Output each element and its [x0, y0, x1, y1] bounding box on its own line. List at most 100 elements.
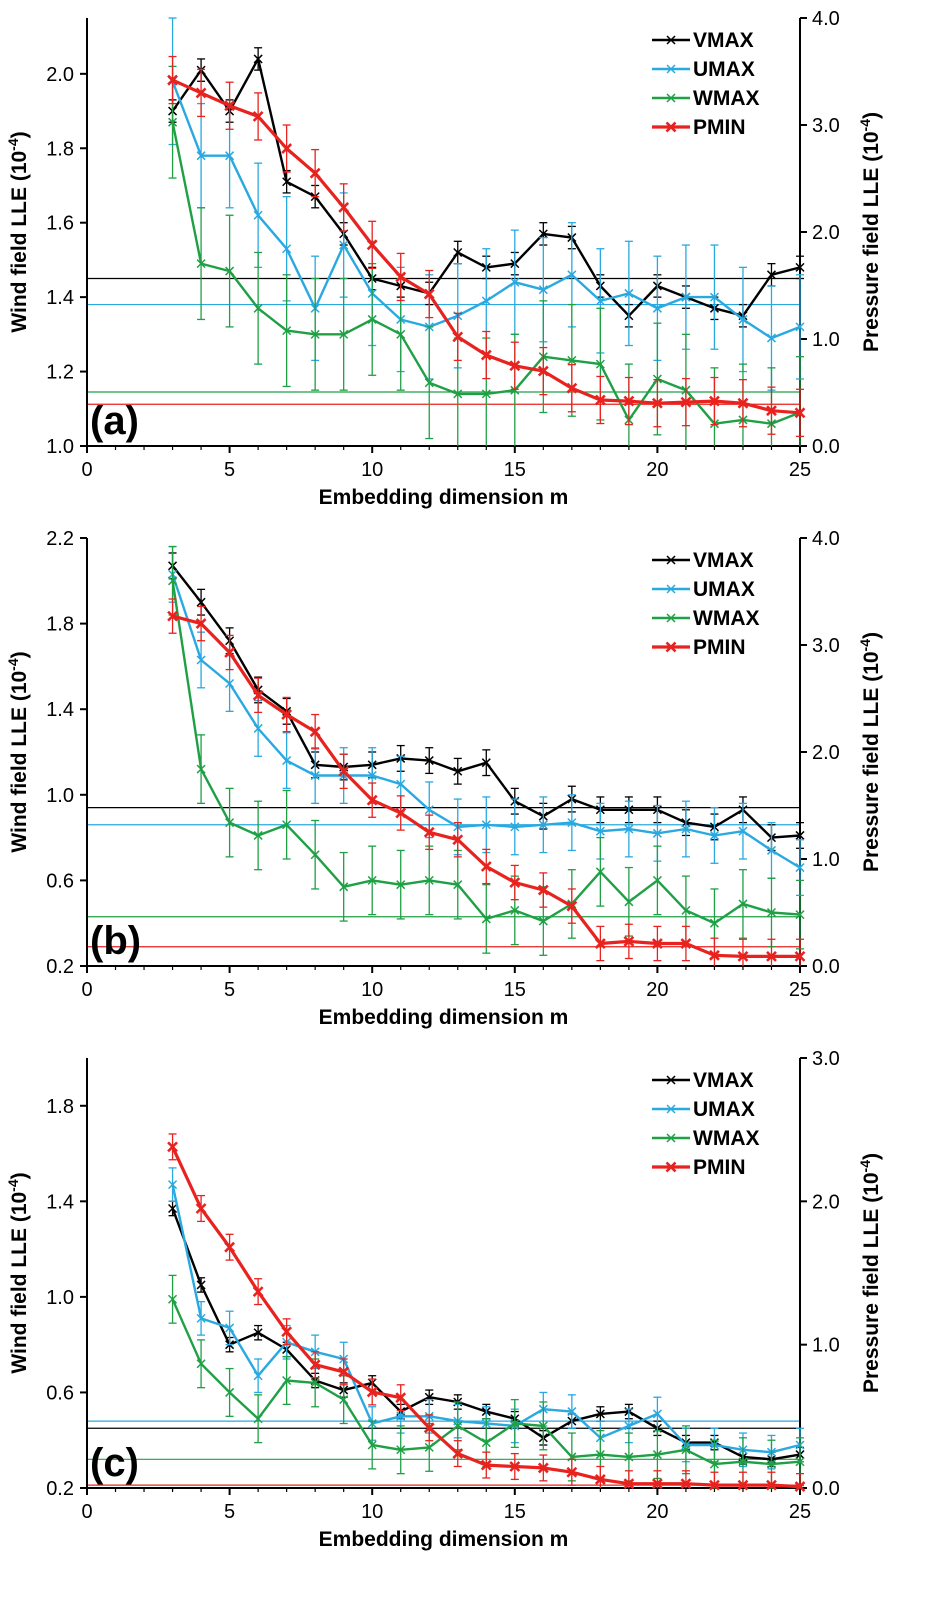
panel-3-wmax-point-25-marker-b: [795, 1457, 805, 1467]
panel-2-pmin-point-11-marker-b: [395, 807, 407, 819]
panel-2-pmin-point-4-marker-b: [195, 618, 207, 630]
panel-3-wmax-point-8-marker-b: [310, 1378, 320, 1388]
panel-3-y-left-tick-label: 1.0: [46, 1287, 74, 1309]
panel-1-y-right-title-close: ): [860, 112, 883, 119]
panel-3-wmax-point-10-marker-b: [367, 1440, 377, 1450]
panel-1-wmax-point-11-marker-b: [396, 329, 406, 339]
panel-2-wmax-point-3-marker-b: [168, 576, 178, 586]
panel-1-y-right-tick-label: 2.0: [812, 222, 840, 244]
panel-2-legend-umax-marker-b: [666, 584, 676, 594]
panel-3-wmax-point-7-marker-b: [282, 1375, 292, 1386]
panel-3-pmin-point-24-marker-b: [766, 1479, 777, 1491]
panel-2-x-axis-title: Embedding dimension m: [319, 1006, 569, 1029]
panel-2-umax-point-5-marker-b: [225, 678, 235, 689]
panel-2-y-left-tick-label: 2.2: [46, 528, 74, 550]
panel-2-pmin-point-13-marker-b: [452, 834, 464, 846]
panel-1-pmin-series: [167, 55, 806, 438]
panel-1-vmax-point-7-marker-b: [282, 177, 292, 187]
panel-2-pmin-point-22-marker-b: [709, 949, 720, 961]
panel-3-legend-pmin-marker-b: [665, 1161, 677, 1173]
panel-3-y-left-tick-label: 1.4: [46, 1191, 74, 1213]
panel-2-pmin-point-18-marker-b: [594, 938, 606, 949]
panel-2-y-left-title: Wind field LLE (10-4): [5, 651, 31, 852]
panel-2-wmax-point-15-marker-b: [510, 905, 520, 915]
panel-1-pmin-point-16-marker-b: [537, 365, 549, 377]
panel-2-umax-point-14-marker-b: [481, 820, 491, 830]
panel-1-pmin-point-17-marker-b: [566, 382, 578, 394]
panel-2-wmax-point-9-marker-b: [339, 882, 349, 892]
panel-2-legend-vmax-marker-b: [666, 555, 676, 565]
panel-3-pmin-point-4-marker-b: [195, 1203, 207, 1214]
panel-2-y-left-title-exp: -4: [5, 658, 21, 671]
panel-1-umax-point-16-marker-b: [538, 285, 548, 295]
panel-1-legend-umax-marker-b: [666, 64, 676, 74]
panel-3-pmin-point-19-marker-b: [623, 1478, 635, 1490]
panel-1-label: (a): [90, 399, 139, 443]
panel-1-legend-pmin-marker-b: [665, 121, 677, 133]
panel-3-pmin-point-6-marker-b: [252, 1286, 264, 1298]
panel-2-umax-point-22-marker-b: [709, 830, 719, 840]
panel-3-pmin-point-5-marker-b: [224, 1241, 236, 1253]
panel-2-umax-point-16-marker-b: [538, 820, 548, 830]
panel-1-pmin-point-22-marker-b: [709, 395, 720, 407]
panel-3-umax-point-4-marker-b: [196, 1313, 206, 1323]
panel-1-legend-umax-label: UMAX: [693, 58, 755, 81]
panel-2-wmax-point-18-marker-b: [595, 867, 605, 877]
panel-3-y-right-tick-label: 0.0: [812, 1478, 840, 1500]
panel-3-legend-vmax-marker-b: [666, 1075, 676, 1085]
panel-2-y-right-tick-label: 2.0: [812, 742, 840, 764]
panel-1-umax-point-7-marker-b: [282, 244, 292, 254]
panel-2-wmax-point-6-marker-b: [253, 830, 263, 840]
panel-3-y-left-title-close: ): [8, 1172, 31, 1179]
panel-3-pmin-point-9-marker-b: [338, 1366, 350, 1378]
panel-3-pmin-point-15-marker-b: [509, 1461, 521, 1472]
panel-2-wmax-point-25-marker-b: [795, 910, 805, 920]
panel-1-y-right-tick-label: 4.0: [812, 8, 840, 30]
panel-1-legend: VMAX UMAX WMAX PMIN: [652, 29, 760, 139]
panel-3-y-left-tick-label: 0.2: [46, 1478, 74, 1500]
panel-3: 0 5 10 15 20 25 Embedding dimension m 0.2 0.6 1.0…: [5, 1048, 883, 1551]
panel-1-pmin-point-6-marker-b: [252, 111, 264, 122]
panel-3-wmax-point-20-marker-b: [652, 1450, 662, 1460]
panel-2-legend-umax-label: UMAX: [693, 578, 755, 601]
panel-1-umax-point-23-marker-b: [738, 314, 748, 324]
panel-3-umax-point-6-marker-b: [253, 1371, 263, 1381]
panel-2-x-tick-label: 20: [646, 979, 668, 1001]
panel-3-wmax-point-15-marker-b: [510, 1418, 520, 1429]
panel-3-pmin-point-16-marker-b: [537, 1462, 549, 1474]
panel-1-pmin-point-21-marker-b: [680, 396, 692, 408]
panel-3-wmax-point-16-marker-b: [538, 1421, 548, 1431]
panel-1-wmax-point-10-marker-b: [367, 314, 377, 324]
panel-2-pmin-point-25-marker-b: [794, 950, 806, 962]
panel-1-y-left-tick-label: 1.8: [46, 138, 74, 160]
panel-1-umax-point-20-marker-b: [652, 303, 662, 313]
panel-2-y-right-tick-label: 1.0: [812, 849, 840, 871]
panel-1-legend-vmax-marker-b: [666, 35, 676, 45]
panel-2-umax-point-6-marker-b: [253, 723, 263, 733]
panel-2-y-left-tick-label: 1.8: [46, 614, 74, 636]
panel-1-vmax-point-16-marker-b: [538, 229, 548, 239]
panel-1-pmin-point-19-marker-b: [623, 395, 635, 407]
panel-2-legend-vmax-label: VMAX: [693, 549, 754, 572]
panel-3-pmin-point-18-marker-b: [594, 1473, 606, 1485]
panel-1-x-tick-label: 10: [361, 459, 383, 481]
panel-3-legend-wmax-label: WMAX: [693, 1127, 760, 1150]
panel-3-pmin-point-20-marker-b: [651, 1478, 663, 1490]
panel-2-vmax-point-14-marker-b: [481, 758, 491, 768]
panel-1-legend-wmax-label: WMAX: [693, 87, 760, 110]
panel-2-legend: VMAX UMAX WMAX PMIN: [652, 549, 760, 659]
panel-2-umax-point-4-marker-b: [196, 655, 206, 665]
panel-3-umax-point-20-marker-b: [652, 1409, 662, 1419]
panel-3-y-right-title-close: ): [860, 1153, 883, 1160]
panel-2-vmax-point-4-marker-b: [196, 597, 206, 607]
panel-1-vmax-point-25-marker-b: [795, 262, 805, 272]
panel-3-umax-point-3-marker-b: [168, 1180, 178, 1190]
panel-3-pmin-point-12-marker-b: [423, 1422, 435, 1434]
panel-1-umax-point-18-marker-b: [595, 296, 605, 306]
panel-2-x-tick-label: 5: [224, 979, 235, 1001]
panel-1-y-left-title-close: ): [8, 131, 31, 138]
panel-1-umax-point-25-marker-b: [795, 322, 805, 332]
panel-3-wmax-point-13-marker-b: [453, 1421, 463, 1431]
panel-1-wmax-point-3-marker-b: [168, 117, 178, 127]
